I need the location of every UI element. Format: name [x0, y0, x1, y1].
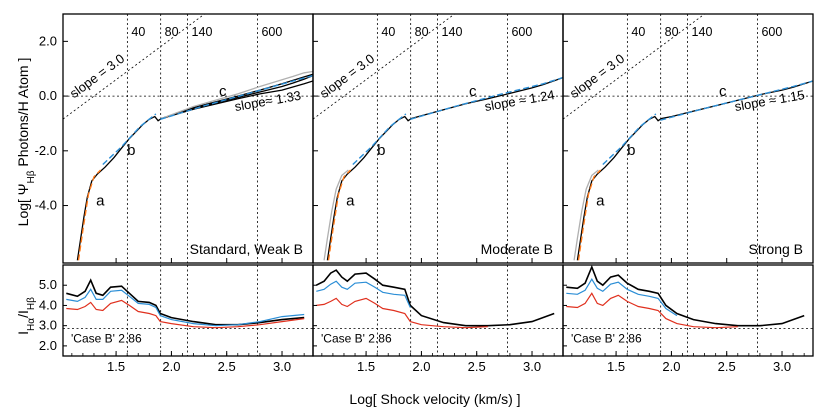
- velocity-label: 80: [415, 25, 429, 39]
- series-model-lower-: [161, 80, 313, 120]
- velocity-label: 40: [131, 25, 145, 39]
- series-fit-c: [660, 80, 813, 121]
- x-tick-label: 1.5: [107, 359, 125, 374]
- velocity-label: 140: [192, 25, 213, 39]
- slope-reference-label: slope = 3.0: [317, 51, 377, 101]
- velocity-label: 80: [665, 25, 679, 39]
- segment-label-c: c: [219, 83, 227, 100]
- series-gray: [573, 169, 599, 261]
- ratio-ratio-blue: [316, 280, 411, 308]
- velocity-label: 600: [761, 25, 782, 39]
- velocity-label: 80: [165, 25, 179, 39]
- x-tick-label: 1.5: [357, 359, 375, 374]
- segment-label-a: a: [596, 193, 605, 210]
- fit-slope-label: slope ≈ 1.15: [733, 87, 805, 114]
- ratio-y-tick-label: 4.0: [39, 297, 57, 312]
- ratio-ratio-blue: [66, 288, 305, 327]
- x-tick-label: 2.0: [662, 359, 680, 374]
- panel-title: Moderate B: [481, 241, 553, 257]
- x-tick-label: 2.5: [468, 359, 486, 374]
- segment-label-a: a: [96, 193, 105, 210]
- series-gray: [323, 169, 349, 261]
- x-tick-label: 2.0: [412, 359, 430, 374]
- series-fit-a: [577, 169, 602, 261]
- segment-label-b: b: [127, 142, 135, 159]
- velocity-label: 600: [511, 25, 532, 39]
- segment-label-b: b: [627, 142, 635, 159]
- y-tick-label: 2.0: [39, 33, 57, 48]
- ratio-ratio-black: [66, 278, 305, 326]
- series-fit-b: [102, 113, 157, 166]
- x-tick-label: 2.5: [218, 359, 236, 374]
- ratio-ratio-red: [66, 299, 305, 329]
- ratio-ratio-red: [566, 292, 738, 329]
- x-tick-label: 3.0: [773, 359, 791, 374]
- series-fit-c: [410, 76, 563, 120]
- velocity-label: 600: [261, 25, 282, 39]
- panel-3: 40 80 140 600 slope = 3.0 a b c slope ≈ 1.15 Stro…: [562, 13, 814, 374]
- velocity-label: 40: [631, 25, 645, 39]
- xlabel: Log[ Shock velocity (km/s) ]: [349, 391, 520, 407]
- series-fit-b: [602, 113, 657, 166]
- panel-frame-top: [562, 13, 814, 264]
- series-model: [576, 80, 813, 261]
- series-fit-a: [327, 169, 352, 261]
- y-tick-label: -4.0: [35, 198, 57, 213]
- case-b-label: 'Case B' 2.86: [571, 331, 642, 345]
- series-fit-a: [77, 169, 102, 261]
- panel-frame-top: [312, 13, 564, 264]
- case-b-label: 'Case B' 2.86: [71, 331, 142, 345]
- y-tick-label: 0.0: [39, 88, 57, 103]
- segment-label-b: b: [377, 142, 385, 159]
- y-tick-label: -2.0: [35, 143, 57, 158]
- ratio-ratio-blue: [566, 278, 678, 317]
- series-fit-c: [160, 74, 313, 120]
- velocity-label: 140: [692, 25, 713, 39]
- panel-title: Strong B: [749, 241, 803, 257]
- ratio-y-tick-label: 5.0: [39, 277, 57, 292]
- panel-frame-ratio: [562, 264, 814, 357]
- case-b-label: 'Case B' 2.86: [321, 331, 392, 345]
- slope-reference-label: slope = 3.0: [567, 51, 627, 101]
- segment-label-c: c: [469, 83, 477, 100]
- series-gray: [161, 70, 313, 120]
- x-tick-label: 2.5: [718, 359, 736, 374]
- ratio-ratio-red: [316, 297, 488, 329]
- series-fit-b: [352, 113, 407, 166]
- velocity-label: 40: [381, 25, 395, 39]
- x-tick-label: 2.0: [162, 359, 180, 374]
- x-tick-label: 3.0: [273, 359, 291, 374]
- panel-title: Standard, Weak B: [190, 241, 303, 257]
- ratio-ratio-black: [315, 269, 555, 327]
- ylabel-bottom: IHα/IHβ: [15, 297, 37, 335]
- ratio-y-tick-label: 3.0: [39, 318, 57, 333]
- velocity-label: 140: [442, 25, 463, 39]
- ylabel-top: Log[ ΨHβ Photons/H Atom ]: [15, 58, 37, 227]
- slope-reference-label: slope = 3.0: [67, 51, 127, 101]
- panel-frame-top: [62, 13, 314, 264]
- segment-label-c: c: [719, 83, 727, 100]
- x-tick-label: 1.5: [607, 359, 625, 374]
- ratio-ratio-black: [566, 265, 805, 327]
- ratio-y-tick-label: 2.0: [39, 338, 57, 353]
- segment-label-a: a: [346, 193, 355, 210]
- x-tick-label: 3.0: [523, 359, 541, 374]
